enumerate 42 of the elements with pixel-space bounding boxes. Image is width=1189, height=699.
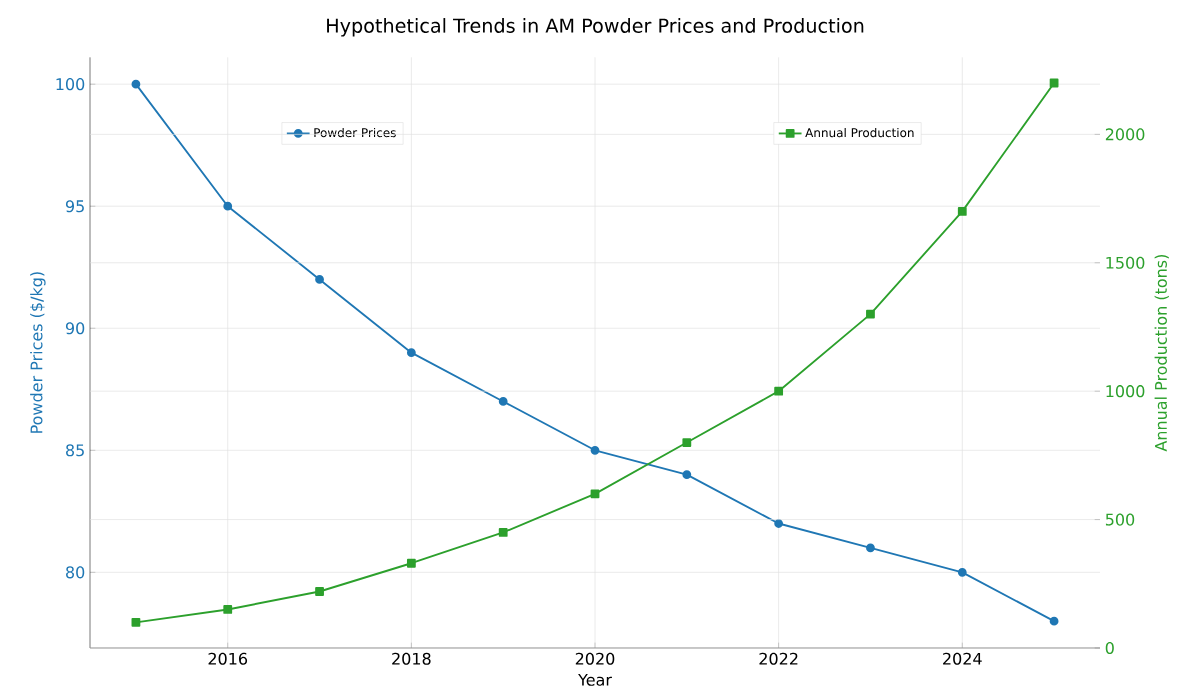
y-tick-label: 90 [65, 322, 85, 335]
y2-axis-title: Annual Production (tons) [1154, 255, 1169, 452]
y-axis-title: Powder Prices ($/kg) [30, 272, 46, 433]
y2-tick-label: 1000 [1106, 385, 1145, 398]
point [498, 397, 508, 406]
y-tick-label: 80 [66, 566, 85, 579]
point [957, 567, 967, 577]
point [774, 519, 784, 528]
x-tick-label: 2016 [208, 652, 248, 665]
point [131, 79, 141, 89]
x-axis-title: Year [578, 673, 612, 686]
y2-tick-label: 0 [1105, 641, 1114, 655]
y-tick-label: 85 [66, 444, 84, 457]
point [315, 275, 324, 284]
point [866, 309, 875, 319]
x-tick-label: 2018 [392, 652, 431, 665]
x-tick-label: 2020 [575, 652, 615, 665]
x-tick-label: 2024 [943, 652, 982, 665]
point [131, 617, 141, 627]
y2-tick-label: 500 [1105, 513, 1135, 526]
point [590, 489, 600, 499]
point [590, 445, 600, 455]
y2-tick-label: 1500 [1106, 256, 1145, 269]
point [1049, 616, 1059, 626]
legend-label: Annual Production [805, 127, 914, 138]
chart-title: Hypothetical Trends in AM Powder Prices and Production [327, 18, 864, 37]
point [682, 470, 692, 480]
point [223, 201, 233, 211]
point [223, 605, 233, 614]
point [406, 558, 416, 568]
point [498, 528, 508, 537]
point [315, 587, 324, 596]
y-tick-label: 95 [65, 200, 84, 213]
x-tick-label: 2022 [759, 652, 798, 665]
point [406, 348, 416, 358]
y-tick-label: 100 [56, 78, 85, 91]
point [957, 207, 967, 216]
point [866, 543, 875, 553]
y2-tick-label: 2000 [1105, 128, 1145, 141]
point [682, 438, 692, 447]
point [774, 386, 784, 396]
legend-label: Powder Prices [314, 127, 396, 138]
